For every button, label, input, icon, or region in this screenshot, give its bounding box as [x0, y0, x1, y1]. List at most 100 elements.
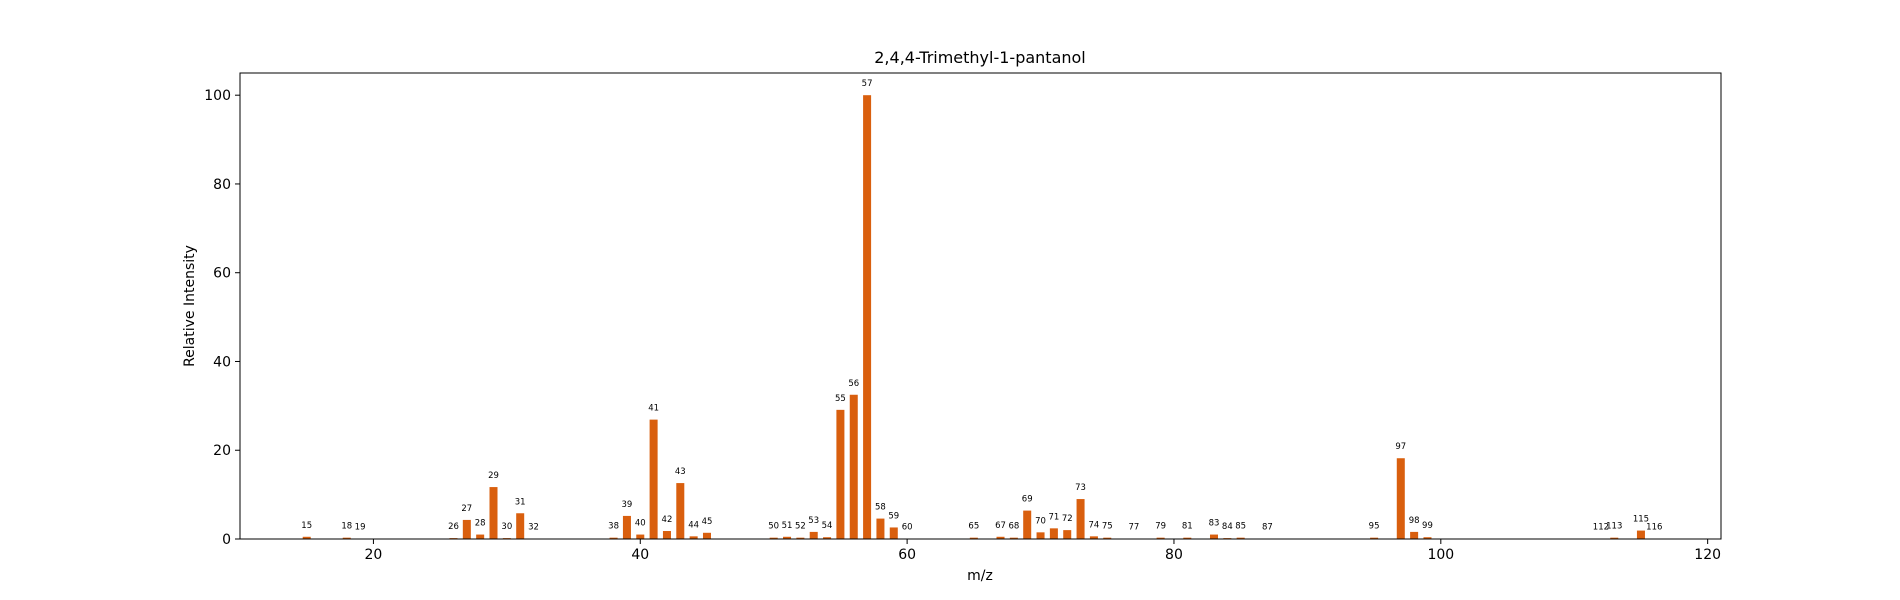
x-tick-label-80: 80: [1165, 547, 1183, 563]
bar-mz-72: [1063, 530, 1072, 539]
data-label-mz-15: 15: [301, 521, 312, 531]
data-label-mz-38: 38: [608, 522, 619, 532]
x-tick-label-40: 40: [631, 547, 649, 563]
data-label-mz-112: 112: [1593, 523, 1609, 533]
y-tick-label-20: 20: [213, 443, 231, 459]
data-label-mz-87: 87: [1262, 523, 1273, 533]
data-label-mz-45: 45: [702, 517, 713, 527]
bar-mz-41: [649, 419, 658, 539]
bar-mz-97: [1396, 458, 1405, 539]
bar-mz-115: [1636, 530, 1645, 539]
bar-mz-52: [796, 537, 805, 539]
x-tick-label-20: 20: [365, 547, 383, 563]
data-label-mz-32: 32: [528, 523, 539, 533]
y-tick-label-80: 80: [213, 177, 231, 193]
bar-mz-57: [863, 95, 872, 539]
bar-mz-58: [876, 518, 885, 539]
data-label-mz-59: 59: [888, 511, 899, 521]
bar-mz-38: [609, 537, 618, 539]
bar-mz-27: [462, 519, 471, 539]
data-label-mz-51: 51: [782, 521, 793, 531]
data-label-mz-97: 97: [1395, 442, 1406, 452]
bar-mz-67: [996, 536, 1005, 539]
bar-mz-74: [1089, 536, 1098, 539]
data-label-mz-69: 69: [1022, 495, 1033, 505]
data-label-mz-65: 65: [968, 522, 979, 532]
y-axis: 0 20 40 60 80 100: [204, 88, 240, 548]
bar-mz-31: [516, 513, 525, 539]
data-label-mz-29: 29: [488, 471, 499, 481]
bar-mz-28: [476, 534, 485, 539]
bar-mz-53: [809, 531, 818, 539]
data-label-mz-75: 75: [1102, 522, 1113, 532]
data-label-mz-71: 71: [1048, 512, 1059, 522]
bar-mz-65: [969, 537, 978, 539]
data-label-mz-113: 113: [1606, 522, 1622, 532]
data-label-mz-68: 68: [1008, 522, 1019, 532]
bar-mz-79: [1156, 537, 1165, 539]
data-label-mz-56: 56: [848, 379, 859, 389]
data-label-mz-52: 52: [795, 522, 806, 532]
bar-mz-50: [769, 537, 778, 539]
bar-mz-56: [849, 394, 858, 539]
data-label-mz-60: 60: [902, 523, 913, 533]
data-label-mz-28: 28: [475, 519, 486, 529]
x-tick-label-100: 100: [1427, 547, 1454, 563]
data-label-mz-42: 42: [662, 515, 673, 525]
data-label-mz-41: 41: [648, 404, 659, 414]
y-tick-label-100: 100: [204, 88, 231, 104]
bar-mz-75: [1103, 537, 1112, 539]
bar-mz-15: [302, 536, 311, 539]
data-label-mz-67: 67: [995, 521, 1006, 531]
bar-mz-40: [636, 534, 645, 539]
data-label-mz-40: 40: [635, 519, 646, 529]
bar-mz-70: [1036, 532, 1045, 539]
bar-mz-43: [676, 483, 685, 539]
y-tick-label-40: 40: [213, 354, 231, 370]
y-axis-label: Relative Intensity: [182, 245, 198, 367]
bar-mz-51: [783, 536, 792, 539]
x-axis-label: m/z: [967, 568, 993, 584]
bar-mz-69: [1023, 510, 1032, 539]
data-label-mz-43: 43: [675, 467, 686, 477]
data-label-mz-95: 95: [1369, 522, 1380, 532]
bar-mz-71: [1049, 528, 1058, 539]
bar-mz-99: [1423, 537, 1432, 539]
plot-frame: [239, 72, 1722, 540]
bar-mz-98: [1410, 531, 1419, 539]
chart-title: 2,4,4-Trimethyl-1-pantanol: [874, 48, 1086, 67]
x-tick-label-60: 60: [898, 547, 916, 563]
data-label-mz-30: 30: [501, 522, 512, 532]
data-label-mz-19: 19: [355, 523, 366, 533]
data-label-mz-31: 31: [515, 497, 526, 507]
bars-layer: [302, 95, 1659, 539]
data-label-mz-74: 74: [1088, 520, 1099, 530]
bar-mz-81: [1183, 537, 1192, 539]
data-label-mz-39: 39: [622, 500, 633, 510]
data-label-mz-54: 54: [822, 521, 833, 531]
data-label-mz-50: 50: [768, 522, 779, 532]
bar-mz-83: [1209, 534, 1218, 539]
data-label-mz-115: 115: [1633, 515, 1649, 525]
data-label-mz-99: 99: [1422, 521, 1433, 531]
bar-mz-113: [1610, 537, 1619, 539]
x-tick-label-120: 120: [1694, 547, 1721, 563]
data-label-mz-72: 72: [1062, 514, 1073, 524]
data-label-mz-81: 81: [1182, 522, 1193, 532]
data-label-mz-18: 18: [341, 522, 352, 532]
data-label-mz-116: 116: [1646, 523, 1662, 533]
bar-mz-29: [489, 487, 498, 539]
bar-mz-42: [662, 531, 671, 539]
bar-mz-59: [889, 527, 898, 539]
y-tick-label-60: 60: [213, 266, 231, 282]
data-label-mz-57: 57: [862, 79, 873, 89]
bar-mz-39: [622, 515, 631, 539]
bar-mz-45: [702, 532, 711, 539]
data-label-mz-44: 44: [688, 520, 699, 530]
data-label-mz-83: 83: [1209, 519, 1220, 529]
data-label-mz-26: 26: [448, 522, 459, 532]
data-label-mz-84: 84: [1222, 522, 1233, 532]
bar-mz-68: [1009, 537, 1018, 539]
data-label-mz-98: 98: [1409, 516, 1420, 526]
